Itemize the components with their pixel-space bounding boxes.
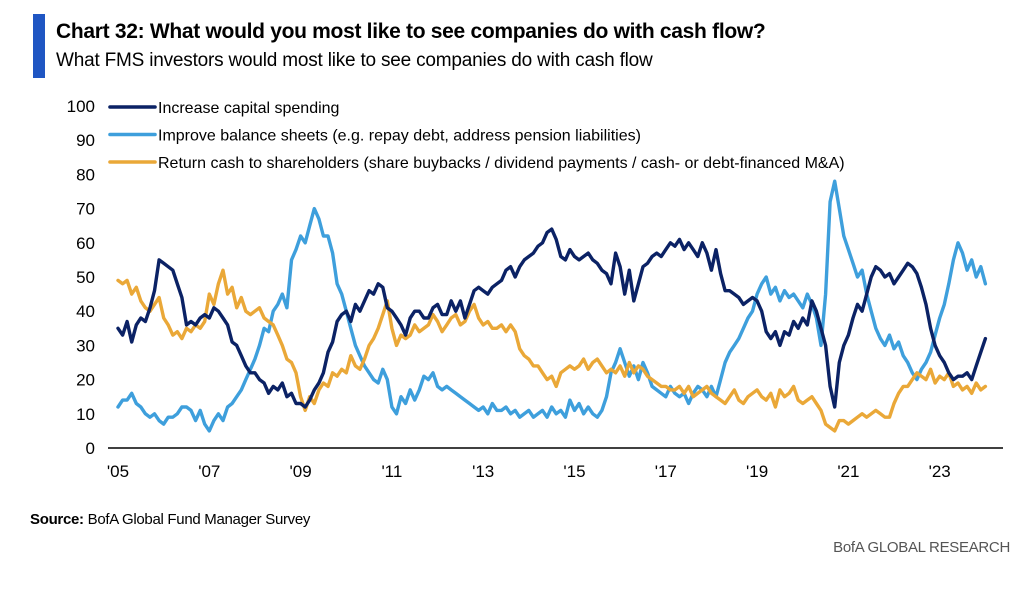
legend-label: Improve balance sheets (e.g. repay debt,… bbox=[158, 128, 641, 145]
y-tick-label: 100 bbox=[67, 97, 95, 116]
source-note: Source: BofA Global Fund Manager Survey bbox=[30, 511, 310, 528]
x-tick-label: '07 bbox=[198, 462, 220, 481]
capex-series-line bbox=[116, 227, 988, 409]
legend: Increase capital spending Improve balance… bbox=[108, 100, 845, 172]
legend-label: Return cash to shareholders (share buyba… bbox=[158, 155, 845, 172]
y-tick-label: 40 bbox=[76, 302, 95, 321]
source-label: Source: bbox=[30, 511, 84, 528]
title-accent-bar bbox=[33, 14, 45, 78]
brand-label: BofA GLOBAL RESEARCH bbox=[833, 539, 1010, 556]
series-lines bbox=[116, 179, 988, 433]
legend-item-return-cash: Return cash to shareholders (share buyba… bbox=[108, 155, 845, 172]
y-tick-label: 20 bbox=[76, 371, 95, 390]
legend-label: Increase capital spending bbox=[158, 100, 339, 117]
y-tick-label: 80 bbox=[76, 165, 95, 184]
chart-title: Chart 32: What would you most like to se… bbox=[56, 20, 766, 43]
x-tick-label: '17 bbox=[655, 462, 677, 481]
x-tick-label: '19 bbox=[746, 462, 768, 481]
return-cash-series-line bbox=[116, 268, 988, 433]
x-tick-label: '09 bbox=[290, 462, 312, 481]
x-axis: '05 '07 '09 '11 '13 '15 '17 '19 '21 '23 bbox=[107, 462, 951, 481]
legend-item-capex: Increase capital spending bbox=[108, 100, 339, 117]
y-axis: 0 10 20 30 40 50 60 70 80 90 100 bbox=[67, 97, 95, 458]
legend-item-balance-sheet: Improve balance sheets (e.g. repay debt,… bbox=[108, 128, 641, 145]
source-text: BofA Global Fund Manager Survey bbox=[87, 511, 311, 528]
y-tick-label: 90 bbox=[76, 131, 95, 150]
y-tick-label: 70 bbox=[76, 200, 95, 219]
balance-sheet-series-line bbox=[116, 179, 988, 433]
y-tick-label: 60 bbox=[76, 234, 95, 253]
x-tick-label: '11 bbox=[381, 462, 402, 481]
x-tick-label: '15 bbox=[563, 462, 585, 481]
y-tick-label: 30 bbox=[76, 336, 95, 355]
x-tick-label: '21 bbox=[837, 462, 859, 481]
y-tick-label: 50 bbox=[76, 268, 95, 287]
x-tick-label: '05 bbox=[107, 462, 129, 481]
x-tick-label: '23 bbox=[929, 462, 951, 481]
y-tick-label: 10 bbox=[76, 405, 95, 424]
y-tick-label: 0 bbox=[86, 439, 95, 458]
chart-subtitle: What FMS investors would most like to se… bbox=[56, 50, 653, 71]
x-tick-label: '13 bbox=[472, 462, 494, 481]
